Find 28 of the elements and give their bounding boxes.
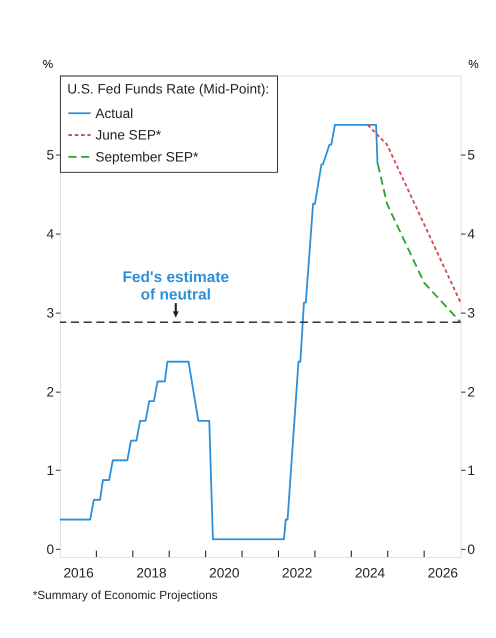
- y2-tick-label: 3: [467, 305, 475, 320]
- y-tick-label: 0: [46, 542, 54, 558]
- y-tick-label: 3: [46, 305, 54, 320]
- annotation: Fed's estimate of neutral: [122, 269, 230, 304]
- x-tick-label: 2024: [354, 565, 386, 580]
- line-series: [376, 163, 462, 324]
- x-tick-label: 2018: [136, 565, 167, 580]
- y2-tick-label: 2: [467, 384, 475, 400]
- legend-label: Actual: [95, 106, 134, 121]
- y2-tick-label: 5: [467, 147, 475, 162]
- x-tick-label: 2022: [282, 565, 312, 580]
- x-tick-label: 2020: [209, 565, 240, 580]
- y2-tick-label: 0: [467, 542, 476, 558]
- y-axis-title: %: [42, 56, 54, 71]
- legend-label: September SEP*: [95, 149, 199, 164]
- legend-title: U.S. Fed Funds Rate (Mid-Point):: [67, 82, 270, 97]
- x-tick-label: 2016: [63, 565, 94, 580]
- y-tick-label: 2: [46, 384, 54, 400]
- line-series: [59, 124, 378, 540]
- x-tick-label: 2026: [428, 565, 458, 580]
- y2-axis-title: %: [468, 56, 480, 71]
- y-tick-label: 1: [46, 463, 54, 478]
- y-tick-label: 4: [46, 226, 54, 242]
- y2-tick-label: 4: [467, 226, 476, 242]
- y2-tick-label: 1: [467, 463, 475, 478]
- text: *Summary of Economic Projections: [32, 588, 218, 602]
- legend-label: June SEP*: [95, 128, 162, 143]
- y-tick-label: 5: [46, 147, 54, 162]
